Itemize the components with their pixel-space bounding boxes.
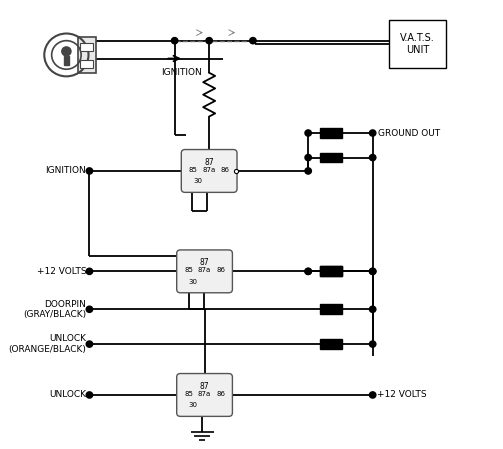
- Circle shape: [305, 268, 311, 274]
- Text: 30: 30: [189, 402, 198, 408]
- Text: 87a: 87a: [198, 268, 211, 273]
- Text: 85: 85: [184, 391, 193, 397]
- Circle shape: [249, 38, 256, 44]
- Bar: [320, 153, 342, 163]
- Circle shape: [305, 168, 311, 174]
- Bar: [64, 56, 69, 65]
- Circle shape: [369, 392, 376, 398]
- Bar: [320, 128, 342, 138]
- Text: 87a: 87a: [198, 391, 211, 397]
- Bar: [80, 60, 93, 68]
- Circle shape: [369, 268, 376, 274]
- Circle shape: [369, 154, 376, 161]
- Text: 87a: 87a: [203, 167, 216, 173]
- Circle shape: [369, 341, 376, 347]
- FancyBboxPatch shape: [389, 20, 446, 68]
- Bar: [80, 44, 93, 51]
- Bar: [320, 339, 342, 349]
- Text: DOORPIN
(GRAY/BLACK): DOORPIN (GRAY/BLACK): [23, 299, 86, 319]
- Text: +12 VOLTS: +12 VOLTS: [37, 267, 86, 276]
- Text: 30: 30: [193, 178, 202, 185]
- Text: 87: 87: [204, 158, 214, 167]
- Circle shape: [369, 268, 376, 274]
- Circle shape: [86, 392, 93, 398]
- Circle shape: [172, 38, 178, 44]
- Circle shape: [86, 341, 93, 347]
- Text: 85: 85: [184, 268, 193, 273]
- Text: UNLOCK: UNLOCK: [49, 391, 86, 400]
- Circle shape: [305, 130, 311, 136]
- Text: 86: 86: [221, 167, 230, 173]
- Circle shape: [305, 268, 311, 274]
- Circle shape: [206, 38, 212, 44]
- Text: IGNITION: IGNITION: [161, 68, 202, 77]
- Text: 85: 85: [189, 167, 198, 173]
- FancyBboxPatch shape: [177, 374, 232, 416]
- Text: 30: 30: [189, 279, 198, 285]
- Bar: [320, 266, 342, 276]
- Circle shape: [62, 47, 71, 56]
- Text: +12 VOLTS: +12 VOLTS: [377, 391, 427, 400]
- Text: 86: 86: [216, 391, 225, 397]
- Bar: [320, 304, 342, 314]
- Text: 87: 87: [200, 258, 209, 267]
- Text: 87: 87: [200, 382, 209, 391]
- Circle shape: [86, 168, 93, 174]
- Text: GROUND OUT: GROUND OUT: [378, 128, 440, 137]
- FancyBboxPatch shape: [181, 150, 237, 192]
- Bar: [78, 37, 97, 73]
- Text: 86: 86: [216, 268, 225, 273]
- Circle shape: [86, 268, 93, 274]
- Circle shape: [369, 130, 376, 136]
- Circle shape: [369, 306, 376, 313]
- Bar: [320, 266, 342, 276]
- Text: IGNITION: IGNITION: [45, 167, 86, 176]
- Circle shape: [86, 306, 93, 313]
- Circle shape: [305, 154, 311, 161]
- Text: V.A.T.S.
UNIT: V.A.T.S. UNIT: [400, 33, 435, 55]
- Text: UNLOCK
(ORANGE/BLACK): UNLOCK (ORANGE/BLACK): [9, 335, 86, 354]
- FancyBboxPatch shape: [177, 250, 232, 293]
